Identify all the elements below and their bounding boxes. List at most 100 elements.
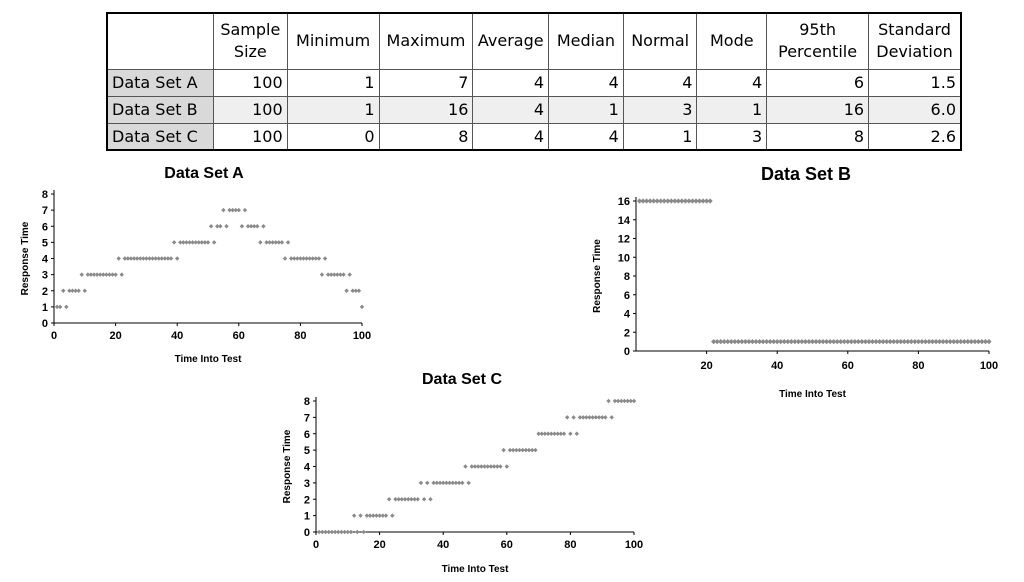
data-point bbox=[353, 288, 359, 293]
data-point bbox=[806, 339, 812, 345]
data-point bbox=[919, 339, 925, 345]
y-tick-label: 8 bbox=[624, 271, 630, 283]
x-axis-label: Time Into Test bbox=[779, 389, 847, 400]
data-point bbox=[329, 529, 335, 535]
data-point bbox=[742, 339, 749, 345]
data-point bbox=[190, 240, 195, 245]
cell-95th-percentile: 8 bbox=[766, 122, 870, 151]
data-point bbox=[128, 256, 134, 261]
data-point bbox=[444, 480, 449, 486]
data-point bbox=[661, 198, 667, 204]
cell-mode: 3 bbox=[696, 122, 768, 151]
data-point bbox=[122, 256, 128, 261]
y-tick-label: 2 bbox=[624, 327, 630, 339]
y-tick-label: 7 bbox=[304, 412, 310, 424]
data-point bbox=[792, 339, 798, 345]
data-point bbox=[968, 339, 974, 345]
y-axis-label: Response Time bbox=[592, 239, 603, 313]
data-point bbox=[979, 339, 985, 345]
data-point bbox=[603, 415, 608, 420]
data-point bbox=[686, 198, 692, 204]
data-point bbox=[565, 415, 570, 420]
data-point bbox=[898, 339, 904, 345]
data-point bbox=[718, 339, 724, 345]
y-tick-label: 0 bbox=[624, 346, 630, 358]
data-point bbox=[929, 339, 936, 345]
data-point bbox=[746, 339, 752, 345]
cell-mode: 1 bbox=[696, 95, 768, 124]
data-point bbox=[264, 240, 269, 245]
data-point bbox=[428, 497, 433, 502]
data-point bbox=[725, 339, 731, 345]
data-point bbox=[809, 339, 816, 345]
data-point bbox=[168, 256, 174, 261]
data-point bbox=[304, 256, 309, 261]
data-point bbox=[165, 256, 171, 261]
data-point bbox=[399, 497, 405, 502]
data-point bbox=[774, 339, 780, 345]
x-tick-label: 60 bbox=[842, 360, 854, 372]
data-point bbox=[450, 480, 455, 486]
data-point bbox=[714, 339, 720, 345]
data-point bbox=[778, 339, 784, 345]
y-axis-label: Response Time bbox=[282, 429, 293, 503]
y-tick-label: 7 bbox=[42, 205, 48, 217]
table-row: Data Set A 100 1 7 4 4 4 4 6 1.5 bbox=[106, 68, 962, 97]
data-point bbox=[820, 339, 826, 345]
data-point bbox=[361, 529, 366, 535]
data-point bbox=[125, 256, 131, 261]
data-point bbox=[571, 415, 576, 420]
y-tick-label: 5 bbox=[304, 445, 310, 457]
data-point bbox=[498, 464, 503, 469]
data-point bbox=[654, 198, 660, 204]
data-point bbox=[292, 256, 297, 261]
data-point bbox=[187, 240, 192, 245]
data-point bbox=[230, 207, 235, 213]
data-point bbox=[495, 464, 500, 469]
data-point bbox=[447, 480, 452, 486]
data-point bbox=[682, 198, 689, 204]
data-point bbox=[301, 256, 306, 261]
data-point bbox=[636, 198, 643, 204]
data-point bbox=[356, 288, 362, 293]
data-point bbox=[679, 198, 685, 204]
data-point bbox=[101, 272, 106, 277]
data-point bbox=[236, 207, 241, 213]
cell-median: 4 bbox=[548, 68, 624, 97]
data-point bbox=[689, 198, 696, 204]
data-point bbox=[580, 415, 586, 420]
x-tick-label: 40 bbox=[771, 360, 783, 372]
data-point bbox=[371, 513, 376, 518]
x-tick-label: 40 bbox=[437, 539, 449, 551]
data-point bbox=[409, 497, 414, 502]
data-point bbox=[501, 447, 506, 453]
data-point bbox=[912, 339, 918, 345]
data-point bbox=[431, 480, 436, 486]
data-point bbox=[178, 240, 183, 245]
data-point bbox=[196, 240, 201, 245]
data-point bbox=[510, 447, 516, 453]
data-point bbox=[596, 415, 602, 420]
data-point bbox=[707, 198, 713, 204]
data-point bbox=[252, 224, 257, 229]
data-point bbox=[873, 339, 879, 345]
data-point bbox=[514, 447, 519, 453]
data-point bbox=[951, 339, 957, 345]
data-point bbox=[504, 464, 509, 469]
cell-average: 4 bbox=[472, 68, 550, 97]
data-point bbox=[199, 240, 205, 245]
data-point bbox=[600, 415, 605, 420]
data-point bbox=[795, 339, 801, 345]
y-tick-label: 16 bbox=[618, 196, 630, 208]
data-point bbox=[298, 256, 303, 261]
data-point bbox=[507, 447, 513, 453]
data-point bbox=[110, 272, 115, 277]
y-tick-label: 0 bbox=[42, 318, 48, 330]
data-point bbox=[91, 272, 97, 277]
data-point bbox=[609, 415, 614, 420]
x-tick-label: 100 bbox=[980, 360, 998, 372]
data-point bbox=[367, 513, 373, 518]
data-point bbox=[336, 529, 341, 535]
data-point bbox=[668, 198, 674, 204]
